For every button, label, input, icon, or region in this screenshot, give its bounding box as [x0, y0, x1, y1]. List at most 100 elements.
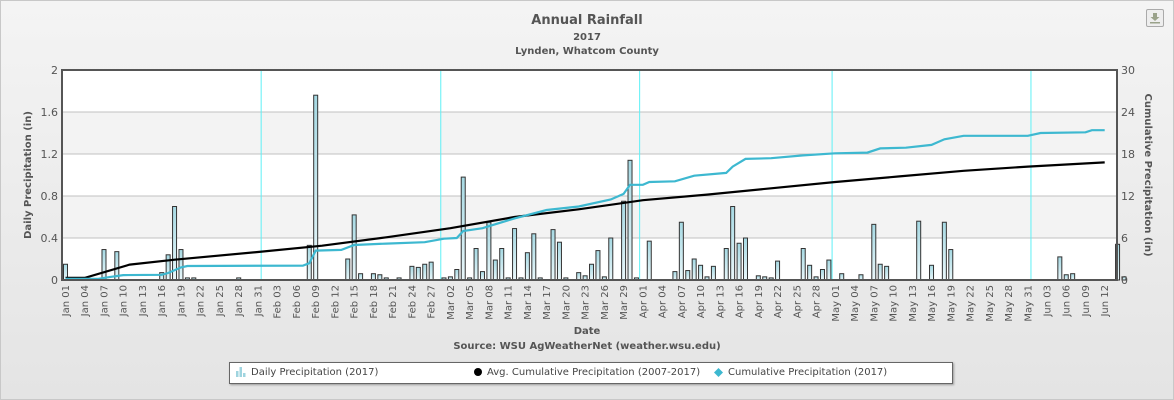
x-tick-label: Apr 16 [735, 285, 746, 318]
x-tick-label: Feb 27 [427, 285, 438, 319]
x-tick-label: Mar 23 [581, 285, 592, 320]
precip-bar [409, 265, 415, 281]
y2-tick-label: 12 [1121, 190, 1135, 203]
x-tick-label: Feb 06 [292, 285, 303, 319]
precip-bar [165, 254, 171, 281]
x-tick-label: Apr 10 [696, 285, 707, 318]
precip-bar [698, 264, 704, 281]
legend-label: Cumulative Precipitation (2017) [728, 367, 888, 378]
plot-band [62, 196, 1117, 238]
x-tick-label: Mar 14 [523, 285, 534, 320]
x-tick-label: May 22 [966, 285, 977, 322]
y-axis-left-title: Daily Precipitation (in) [23, 111, 34, 239]
download-icon [1150, 13, 1160, 24]
precip-bar [589, 263, 595, 281]
export-button[interactable] [1146, 9, 1164, 27]
precip-bar [422, 263, 428, 281]
cumulative-2017-line [65, 129, 1105, 280]
y-axis-right-title: Cumulative Precipitation (in) [1142, 93, 1153, 256]
y-tick-label: 0.4 [41, 232, 59, 245]
precip-bar [742, 237, 748, 281]
precip-bar [800, 248, 806, 281]
precip-bar [710, 265, 716, 281]
x-tick-label: Mar 26 [600, 285, 611, 320]
x-tick-label: Jan 10 [119, 285, 130, 317]
y2-tick-label: 30 [1121, 64, 1135, 77]
x-tick-label: Jan 28 [234, 285, 245, 317]
precip-bar [877, 263, 883, 281]
x-tick-label: Jan 01 [61, 285, 72, 317]
legend-item-cumulative[interactable]: Cumulative Precipitation (2017) [714, 367, 887, 378]
precip-bar [627, 159, 633, 281]
precip-bar [499, 248, 505, 281]
x-tick-label: May 28 [1004, 285, 1015, 322]
x-tick-label: Apr 13 [715, 285, 726, 318]
diamond-icon [714, 367, 723, 377]
legend-item-daily[interactable]: Daily Precipitation (2017) [236, 367, 378, 378]
precip-bar [460, 176, 466, 281]
legend-item-avg[interactable]: Avg. Cumulative Precipitation (2007-2017… [474, 367, 700, 378]
chart-subtitle: 2017 [573, 32, 601, 43]
plot-band [62, 154, 1117, 196]
precip-bar [608, 237, 614, 281]
precip-bar [775, 260, 781, 281]
bar-chart-icon [236, 367, 246, 377]
precip-bar [916, 220, 922, 281]
x-tick-label: May 16 [927, 285, 938, 322]
precip-bar [871, 223, 877, 281]
x-tick-label: Mar 20 [561, 285, 572, 320]
precip-bar [556, 241, 562, 281]
x-tick-label: Jan 19 [177, 285, 188, 317]
precip-bar [884, 265, 890, 281]
precip-bar [929, 264, 935, 281]
x-tick-label: Jan 31 [253, 285, 264, 317]
y-tick-label: 0.8 [41, 190, 59, 203]
x-tick-label: Mar 11 [504, 285, 515, 320]
x-tick-label: Mar 05 [465, 285, 476, 320]
precip-bar [685, 270, 691, 281]
y-tick-label: 1.2 [41, 148, 59, 161]
x-tick-label: May 04 [850, 285, 861, 322]
month-boundary-lines [260, 70, 1032, 280]
precip-bar [512, 228, 518, 281]
x-tick-label: May 01 [831, 285, 842, 322]
y-axis-left-ticks: 0 0.4 0.8 1.2 1.6 2 [41, 64, 59, 287]
legend-label: Daily Precipitation (2017) [251, 367, 379, 378]
precip-bar [479, 271, 485, 281]
precip-bar [723, 248, 729, 281]
x-tick-label: May 10 [889, 285, 900, 322]
x-tick-label: May 07 [869, 285, 880, 322]
y-axis-right-ticks: 0 6 12 18 24 30 [1121, 64, 1135, 287]
x-tick-label: Jun 12 [1100, 285, 1111, 318]
x-tick-label: Feb 12 [330, 285, 341, 319]
x-tick-label: Feb 09 [311, 285, 322, 319]
precip-bar [941, 221, 947, 281]
x-tick-label: Jun 09 [1081, 285, 1092, 318]
gridlines [62, 111, 1117, 239]
x-tick-label: Apr 04 [658, 285, 669, 318]
plot-background [62, 70, 1117, 280]
precip-bar [678, 221, 684, 281]
x-tick-label: May 19 [946, 285, 957, 322]
x-tick-label: Feb 15 [350, 285, 361, 319]
precip-bar [492, 259, 498, 281]
x-tick-label: Feb 21 [388, 285, 399, 319]
precip-bar [473, 248, 479, 281]
x-axis-ticks: Jan 01 Jan 04 Jan 07 Jan 10 Jan 13 Jan 16 Jan … [61, 285, 1111, 322]
x-tick-label: May 31 [1023, 285, 1034, 322]
x-tick-label: Apr 01 [638, 285, 649, 318]
x-tick-label: Apr 07 [677, 285, 688, 318]
x-tick-label: Apr 25 [792, 285, 803, 318]
y2-tick-label: 6 [1121, 232, 1128, 245]
precip-bar [646, 240, 652, 281]
x-tick-label: Mar 08 [484, 285, 495, 320]
x-tick-label: Apr 22 [773, 285, 784, 318]
source-credit: Source: WSU AgWeatherNet (weather.wsu.ed… [453, 341, 721, 352]
x-tick-label: Jan 25 [215, 285, 226, 317]
precip-bar [691, 258, 697, 281]
precip-bar [1121, 276, 1127, 281]
x-tick-label: Mar 17 [542, 285, 553, 320]
legend-label: Avg. Cumulative Precipitation (2007-2017… [487, 367, 701, 378]
x-tick-label: May 13 [908, 285, 919, 322]
